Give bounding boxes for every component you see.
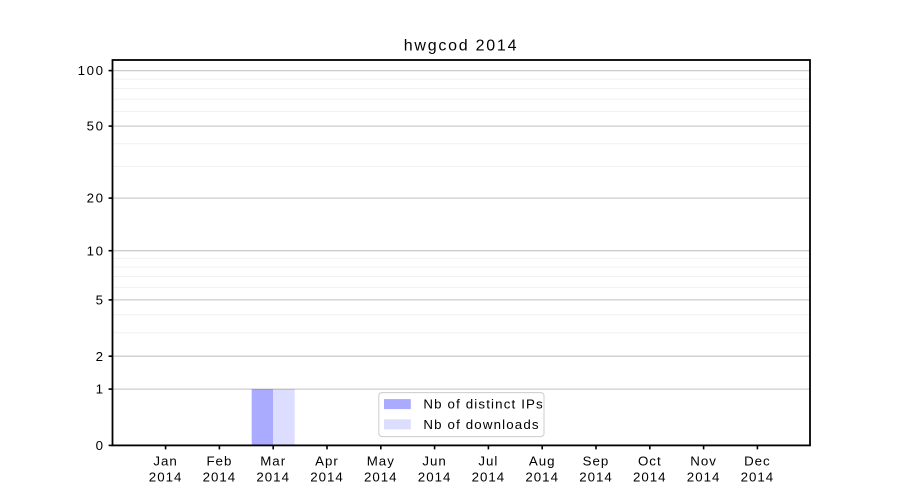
svg-text:Nb of downloads: Nb of downloads [423,417,539,432]
svg-text:0: 0 [96,438,105,453]
svg-text:2014: 2014 [364,469,398,484]
svg-text:5: 5 [96,293,105,308]
svg-text:2014: 2014 [418,469,452,484]
svg-text:2014: 2014 [525,469,559,484]
svg-text:50: 50 [87,119,105,134]
svg-text:1: 1 [96,382,105,397]
svg-text:2014: 2014 [203,469,237,484]
svg-text:Feb: Feb [206,453,232,468]
svg-text:Apr: Apr [315,453,339,468]
svg-text:Sep: Sep [583,453,610,468]
svg-text:Oct: Oct [638,453,662,468]
svg-text:100: 100 [78,63,105,78]
svg-text:Mar: Mar [260,453,286,468]
svg-text:May: May [367,453,395,468]
svg-text:Nov: Nov [690,453,717,468]
svg-text:10: 10 [87,243,105,258]
svg-text:2014: 2014 [310,469,344,484]
svg-text:2014: 2014 [633,469,667,484]
svg-text:Nb of distinct IPs: Nb of distinct IPs [423,397,543,412]
svg-text:Jun: Jun [422,453,446,468]
svg-text:2014: 2014 [472,469,506,484]
svg-text:hwgcod 2014: hwgcod 2014 [404,38,518,55]
svg-text:2014: 2014 [741,469,775,484]
svg-text:2014: 2014 [687,469,721,484]
svg-text:Aug: Aug [529,453,556,468]
svg-text:Dec: Dec [744,453,771,468]
svg-text:2014: 2014 [256,469,290,484]
svg-text:2014: 2014 [149,469,183,484]
svg-text:Jul: Jul [478,453,498,468]
svg-text:2014: 2014 [579,469,613,484]
svg-text:20: 20 [87,191,105,206]
svg-text:2: 2 [96,349,105,364]
svg-text:Jan: Jan [153,453,177,468]
